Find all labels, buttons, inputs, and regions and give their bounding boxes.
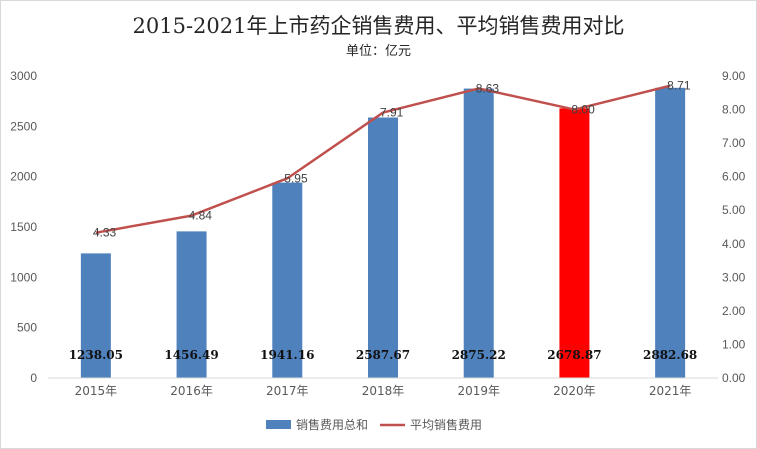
line-data-label: 8.63: [476, 81, 500, 95]
x-axis-tick-label: 2021年: [649, 384, 692, 398]
line-series: 4.33 4.84 5.95 7.91 8.63 8.00 8.71: [93, 79, 691, 240]
right-axis-tick-label: 9.00: [722, 69, 746, 83]
x-axis-tick-label: 2017年: [266, 384, 309, 398]
line-data-label: 4.33: [93, 226, 117, 240]
bar: [272, 182, 303, 378]
left-axis-tick-label: 2500: [10, 119, 37, 133]
right-axis-tick-label: 8.00: [722, 103, 746, 117]
legend-line-label: 平均销售费用: [410, 417, 482, 432]
bar-data-label: 2882.68: [643, 348, 697, 362]
bar-data-label: 1456.49: [164, 348, 218, 362]
bar: [655, 87, 686, 378]
line-data-label: 5.95: [284, 171, 308, 185]
legend-bar-swatch: [266, 420, 291, 429]
x-axis: 2015年 2016年 2017年 2018年 2019年 2020年 2021年: [48, 377, 718, 398]
legend-bar-label: 销售费用总和: [296, 417, 368, 432]
right-axis: 0.00 1.00 2.00 3.00 4.00 5.00 6.00 7.00 8.00 9.00: [722, 69, 746, 385]
left-axis-tick-label: 2000: [10, 170, 37, 184]
line-data-label: 8.00: [571, 103, 595, 117]
bar-data-label: 2587.67: [356, 348, 410, 362]
right-axis-tick-label: 6.00: [722, 170, 746, 184]
left-axis-tick-label: 1000: [10, 270, 37, 284]
x-axis-tick-label: 2018年: [362, 384, 405, 398]
bar: [463, 88, 494, 378]
line-data-label: 4.84: [189, 209, 213, 223]
bar-data-label: 2875.22: [452, 348, 506, 362]
bar-data-label: 2678.87: [547, 348, 601, 362]
right-axis-tick-label: 1.00: [722, 337, 746, 351]
right-axis-tick-label: 7.00: [722, 136, 746, 150]
x-axis-tick-label: 2019年: [457, 384, 500, 398]
line-data-label: 7.91: [380, 106, 404, 120]
chart-title: 2015-2021年上市药企销售费用、平均销售费用对比: [132, 14, 625, 38]
bar-series: 1238.05 1456.49 1941.16 2587.67 2875.22 2678.…: [69, 87, 697, 379]
x-axis-tick-label: 2016年: [170, 384, 213, 398]
x-axis-tick-label: 2020年: [553, 384, 596, 398]
bar: [80, 253, 111, 378]
bar: [176, 231, 207, 378]
left-axis-tick-label: 3000: [10, 69, 37, 83]
right-axis-tick-label: 2.00: [722, 304, 746, 318]
right-axis-tick-label: 5.00: [722, 203, 746, 217]
chart-subtitle: 单位：亿元: [345, 44, 411, 59]
legend: 销售费用总和 平均销售费用: [266, 417, 482, 432]
bar-data-label: 1941.16: [260, 348, 314, 362]
right-axis-tick-label: 3.00: [722, 270, 746, 284]
right-axis-tick-label: 0.00: [722, 371, 746, 385]
left-axis-tick-label: 500: [17, 321, 37, 335]
average-line: [95, 84, 671, 234]
bar: [368, 117, 398, 379]
left-axis: 0 500 1000 1500 2000 2500 3000: [10, 69, 37, 385]
bar: [559, 108, 590, 378]
bar-data-label: 1238.05: [69, 348, 123, 362]
left-axis-tick-label: 1500: [10, 220, 37, 234]
line-data-label: 8.71: [667, 79, 691, 93]
x-axis-tick-label: 2015年: [75, 384, 118, 398]
right-axis-tick-label: 4.00: [722, 237, 746, 251]
left-axis-tick-label: 0: [30, 371, 37, 385]
